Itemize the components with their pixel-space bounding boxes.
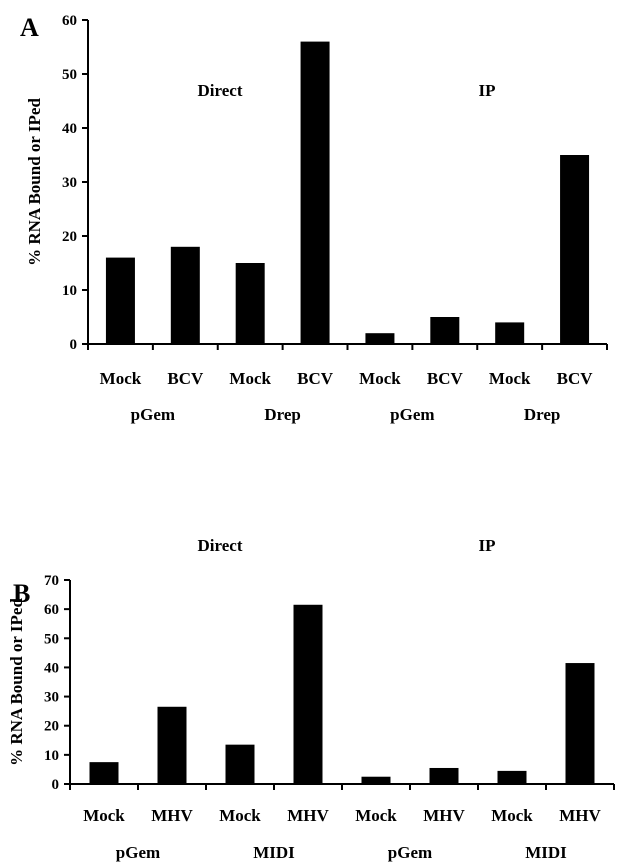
category-label: Mock xyxy=(100,369,142,388)
y-tick-label: 40 xyxy=(62,121,77,137)
group-label: pGem xyxy=(131,405,175,424)
category-label: BCV xyxy=(557,369,594,388)
bar-bcv-2 xyxy=(170,246,200,344)
category-label: Mock xyxy=(359,369,401,388)
y-tick-label: 10 xyxy=(44,748,59,764)
category-label: Mock xyxy=(219,806,261,825)
y-tick-label: 60 xyxy=(62,13,77,29)
bar-mock-7 xyxy=(497,770,527,784)
y-tick-label: 0 xyxy=(70,337,78,353)
y-tick-label: 50 xyxy=(44,631,59,647)
category-label: MHV xyxy=(559,806,601,825)
category-label: Mock xyxy=(355,806,397,825)
group-label: pGem xyxy=(390,405,434,424)
annotation-ip: IP xyxy=(479,536,496,555)
category-label: Mock xyxy=(229,369,271,388)
y-tick-label: 40 xyxy=(44,660,59,676)
panel-letter: A xyxy=(20,13,39,42)
category-label: BCV xyxy=(297,369,334,388)
bar-mhv-4 xyxy=(293,604,323,784)
category-label: MHV xyxy=(287,806,329,825)
category-label: Mock xyxy=(491,806,533,825)
y-tick-label: 30 xyxy=(44,690,59,706)
y-tick-label: 0 xyxy=(52,777,60,793)
panel-letter: B xyxy=(13,579,30,608)
annotation-direct: Direct xyxy=(198,536,243,555)
category-label: BCV xyxy=(167,369,204,388)
group-label: MIDI xyxy=(253,843,295,862)
group-label: pGem xyxy=(388,843,432,862)
group-label: pGem xyxy=(116,843,160,862)
bar-mhv-8 xyxy=(565,663,595,784)
y-axis-label: % RNA Bound or IPed xyxy=(7,598,26,766)
y-tick-label: 70 xyxy=(44,573,59,589)
chart-panel-b: B 0 10 20 30 40 50 60 70 Mock MHV Mock MHV Mock MHV Moc… xyxy=(7,536,615,862)
bar-bcv-6 xyxy=(430,317,460,344)
bar-mock-7 xyxy=(495,322,525,344)
bar-mock-1 xyxy=(89,762,119,784)
y-tick-label: 20 xyxy=(44,719,59,735)
bar-mhv-6 xyxy=(429,767,459,784)
bar-mock-3 xyxy=(235,263,265,344)
y-tick-label: 10 xyxy=(62,283,77,299)
group-label: MIDI xyxy=(525,843,567,862)
group-label: Drep xyxy=(524,405,561,424)
bar-mock-3 xyxy=(225,744,255,784)
bar-bcv-8 xyxy=(560,155,590,344)
y-tick-label: 60 xyxy=(44,602,59,618)
group-label: Drep xyxy=(264,405,301,424)
y-tick-label: 50 xyxy=(62,67,77,83)
bar-mock-5 xyxy=(365,333,395,344)
y-tick-label: 20 xyxy=(62,229,77,245)
category-label: Mock xyxy=(83,806,125,825)
y-axis-label: % RNA Bound or IPed xyxy=(25,98,44,266)
annotation-direct: Direct xyxy=(198,81,243,100)
chart-panel-a: A 0 10 20 30 40 50 60 Mock BCV Mock BCV Mock BCV Mock B… xyxy=(20,13,608,424)
bar-mock-1 xyxy=(105,257,135,344)
category-label: Mock xyxy=(489,369,531,388)
category-label: MHV xyxy=(151,806,193,825)
category-label: BCV xyxy=(427,369,464,388)
y-tick-label: 30 xyxy=(62,175,77,191)
category-label: MHV xyxy=(423,806,465,825)
bar-mhv-2 xyxy=(157,706,187,784)
bar-mock-5 xyxy=(361,776,391,784)
annotation-ip: IP xyxy=(479,81,496,100)
bar-bcv-4 xyxy=(300,41,330,344)
